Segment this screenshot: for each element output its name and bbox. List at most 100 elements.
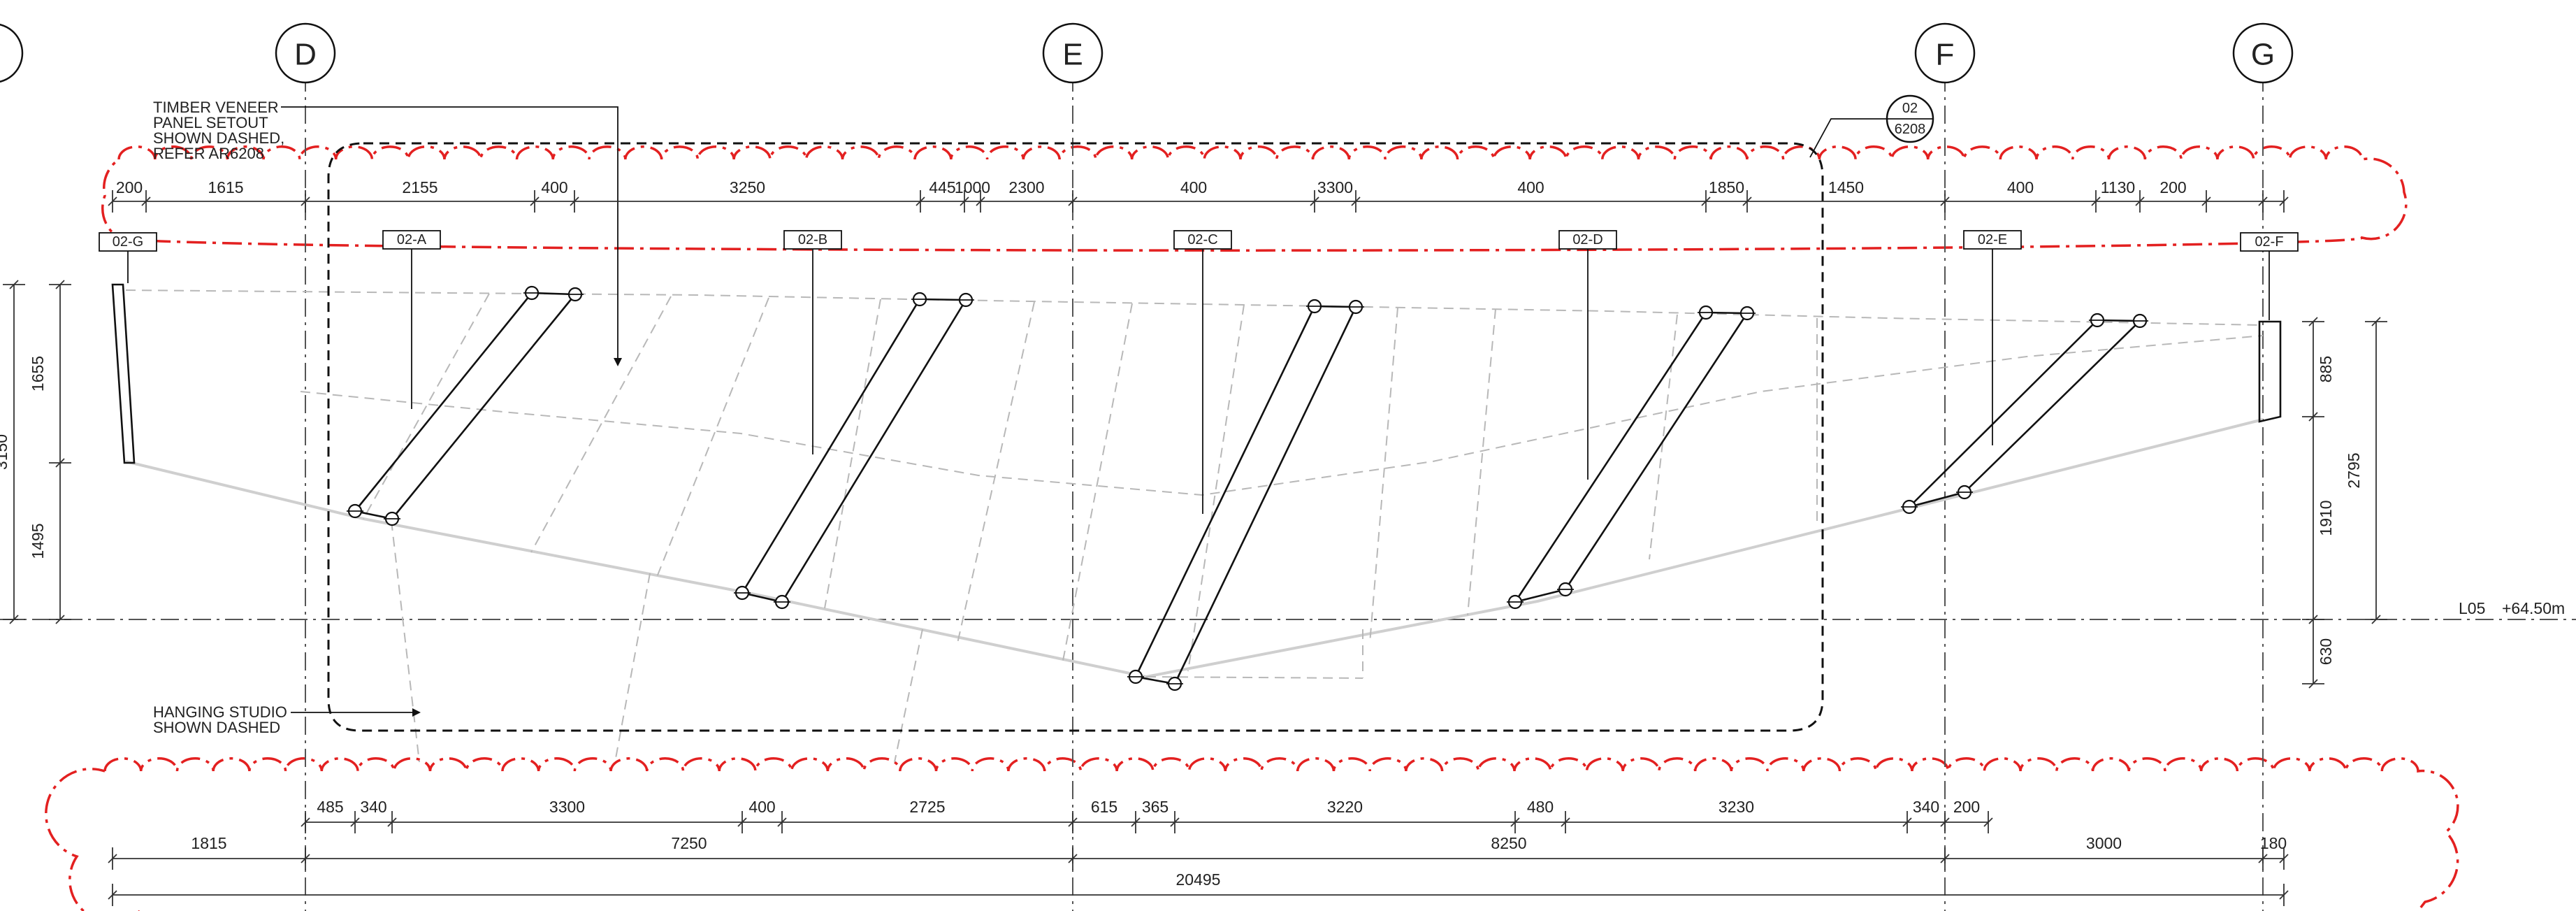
ghost-rib (1187, 304, 1245, 672)
panel-tag-02-b: 02-B (798, 232, 827, 248)
panel-b-left-edge (741, 299, 921, 594)
panel-e-left-edge (1909, 320, 2098, 508)
top-dim-tick-mark (108, 196, 117, 206)
top-dim-value: 1450 (1828, 178, 1864, 196)
top-dim-value: 445 (929, 178, 955, 196)
ghost-rib (530, 296, 672, 553)
timber-note-line-3: SHOWN DASHED, (153, 129, 284, 147)
top-dim-value: 200 (2159, 178, 2186, 196)
panel-tag-02-d: 02-D (1572, 232, 1602, 248)
panel-g-end-plate (111, 283, 136, 464)
top-dim-tick-mark (570, 196, 579, 206)
top-dim-tick-mark (916, 196, 925, 206)
grid-bubble-e (1042, 22, 1104, 84)
top-dim-tick-mark (1068, 196, 1078, 206)
hanging-studio-outline (327, 142, 1824, 732)
top-dim-value: 1615 (208, 178, 243, 196)
bottom-dim-row2-value: 1815 (191, 834, 226, 852)
grid-label-d: D (294, 38, 317, 72)
bottom-dim-row1-tick-mark (737, 817, 747, 827)
panel-c-left-edge (1134, 306, 1316, 677)
panel-tags: 02-G 02-A 02-B 02-C 02-D 02-E 02-F (99, 230, 2299, 514)
panel-e-right-edge (1964, 320, 2141, 493)
panel-tag-02-a: 02-A (397, 232, 427, 248)
bottom-dim-row1-value: 480 (1527, 798, 1554, 816)
bottom-dim-row1-tick-mark (350, 817, 360, 827)
bottom-dim-row2-value: 7250 (671, 834, 707, 852)
ghost-rib (1467, 308, 1496, 616)
bottom-dim-row2-tick-mark (1940, 854, 1950, 863)
bottom-dim-row1-tick-mark (1510, 817, 1520, 827)
ghost-panel-setout (125, 289, 2264, 763)
panel-tag-02-c: 02-C (1187, 232, 1217, 248)
ghost-rib (1145, 676, 1363, 679)
bottom-dim-total-tick-mark (2279, 890, 2289, 900)
top-dim-value: 400 (1180, 178, 1207, 196)
panel-tag-box (783, 230, 842, 250)
panel-tag-02-f: 02-F (2255, 234, 2283, 250)
top-dim-tick-mark (1742, 196, 1752, 206)
timber-note-line-1: TIMBER VENEER (153, 99, 279, 116)
bottom-dim-row1-tick-mark (387, 817, 397, 827)
right-dim-total-value: 2795 (2345, 452, 2363, 488)
bottom-dim-row1-value: 400 (748, 798, 775, 816)
bottom-dim-row1-tick-mark (1131, 817, 1141, 827)
top-dim-tick-mark (2091, 196, 2101, 206)
revision-cloud-top (101, 145, 2408, 252)
panel-tag-02-g: 02-G (113, 234, 143, 250)
top-dim-value: 2300 (1008, 178, 1044, 196)
grid-label-g: G (2251, 38, 2275, 72)
bottom-dim-row1-value: 485 (317, 798, 343, 816)
bottom-dim-row2-tick-mark (108, 854, 117, 863)
top-dim-tick-mark (141, 196, 151, 206)
right-dim-tick-mark (2308, 317, 2318, 327)
bottom-dim-row1-tick-mark (1068, 817, 1078, 827)
bottom-dim-row1-tick-mark (1561, 817, 1570, 827)
bottom-dim-row1-tick-mark (1940, 817, 1950, 827)
panel-tag-box (99, 232, 157, 252)
ghost-rib (1649, 314, 1678, 560)
bottom-dim-row1-value: 2725 (909, 798, 945, 816)
bottom-dim-row1-value: 340 (1913, 798, 1939, 816)
panel-c-right-edge (1173, 306, 1357, 684)
top-dim-tick-mark (976, 196, 985, 206)
top-dim-value: 400 (1517, 178, 1544, 196)
panel-nodes (347, 285, 2148, 691)
panel-a-left-edge (354, 292, 533, 512)
bottom-dim-row1-tick-mark (1170, 817, 1180, 827)
bottom-dim-row2-value: 180 (2260, 834, 2287, 852)
left-dim-total-tick-mark (9, 280, 19, 289)
leader-arrow (614, 358, 622, 366)
left-dim-tick-mark (55, 280, 65, 289)
top-dim-value: 400 (541, 178, 567, 196)
ghost-rib (391, 520, 420, 763)
right-dim-value: 1910 (2317, 500, 2335, 536)
top-dim-tick-mark (1940, 196, 1950, 206)
right-dim-value: 885 (2317, 356, 2335, 382)
top-dim-value: 400 (2007, 178, 2034, 196)
timber-note-line-2: PANEL SETOUT (153, 114, 268, 131)
panel-a-right-edge (391, 294, 577, 519)
top-dim-value: 200 (116, 178, 143, 196)
top-dim-tick-mark (2279, 196, 2289, 206)
bottom-dim-row1-value: 200 (1953, 798, 1980, 816)
grid-lines (0, 73, 2576, 911)
bottom-dim-row2-value: 8250 (1491, 834, 1526, 852)
grid-bubble-g (2232, 22, 2294, 84)
top-dim-tick-mark (2201, 196, 2211, 206)
bottom-dim-row1-value: 365 (1142, 798, 1168, 816)
ghost-rib (957, 301, 1035, 644)
ghost-mid-edge (300, 335, 2264, 496)
grid-label-f: F (1936, 38, 1955, 72)
bottom-dim-row2-tick-mark (2258, 854, 2268, 863)
panel-e-bottom-edge (1909, 491, 1965, 508)
bottom-dim-row1-tick-mark (301, 817, 310, 827)
top-dim-tick-mark (2258, 196, 2268, 206)
left-dim-value: 1495 (29, 523, 47, 559)
ghost-bottom-edge (125, 418, 2264, 679)
callout-detail-number: 02 (1902, 101, 1918, 116)
top-dim-value: 1850 (1709, 178, 1744, 196)
panel-d-bottom-edge (1514, 588, 1566, 603)
top-dim-tick-mark (1701, 196, 1711, 206)
